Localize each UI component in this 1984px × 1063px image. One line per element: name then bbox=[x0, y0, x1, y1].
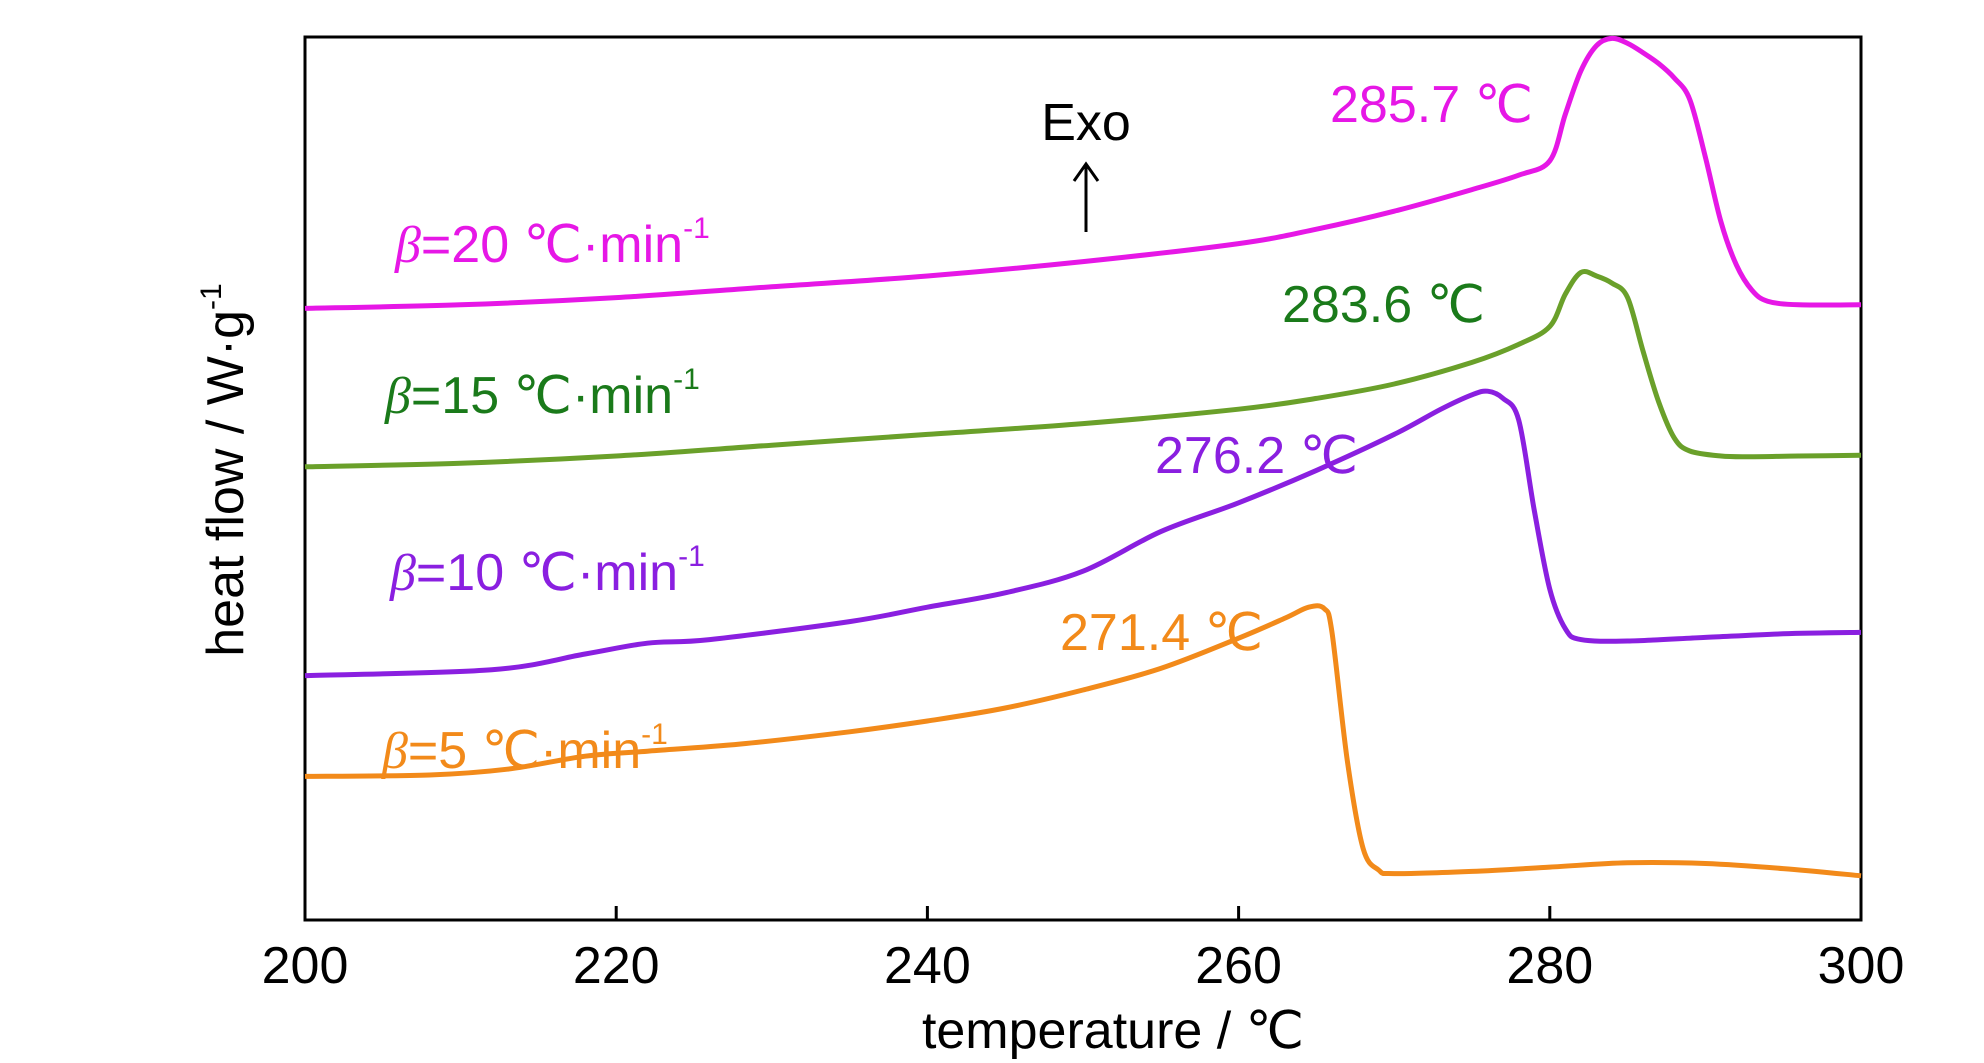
series-label-text: =15 ℃·min bbox=[411, 367, 673, 425]
series-label: β=10 ℃·min-1 bbox=[389, 540, 705, 602]
series-line bbox=[304, 603, 1862, 879]
x-tick-label: 240 bbox=[884, 937, 971, 995]
x-tick-label: 260 bbox=[1195, 937, 1282, 995]
peak-temperature-label: 276.2 ℃ bbox=[1155, 427, 1358, 485]
x-axis-title: temperature / ℃ bbox=[922, 1002, 1304, 1060]
x-tick-label: 300 bbox=[1818, 937, 1905, 995]
x-axis-ticks: 200 220 240 260 280 300 bbox=[262, 906, 1905, 995]
series-label-superscript: -1 bbox=[678, 540, 705, 573]
series-label: β=15 ℃·min-1 bbox=[384, 363, 700, 425]
x-tick-label: 220 bbox=[573, 937, 660, 995]
peak-temperature-label: 271.4 ℃ bbox=[1060, 604, 1263, 662]
series-label-superscript: -1 bbox=[673, 363, 700, 396]
peak-temperature-label: 283.6 ℃ bbox=[1282, 276, 1485, 334]
series-label-symbol: β bbox=[394, 217, 421, 274]
series-label-superscript: -1 bbox=[641, 718, 668, 751]
series-label-symbol: β bbox=[389, 545, 416, 602]
series-layer bbox=[304, 35, 1862, 879]
series-line bbox=[304, 388, 1862, 679]
exo-label: Exo bbox=[1041, 94, 1131, 152]
series-label-text: =5 ℃·min bbox=[408, 722, 641, 780]
series-label-text: =10 ℃·min bbox=[416, 544, 678, 602]
series-line bbox=[304, 35, 1862, 311]
series-label-text: =20 ℃·min bbox=[421, 216, 683, 274]
y-axis-title: heat flow / W·g-1 bbox=[195, 283, 255, 656]
series-line bbox=[304, 268, 1862, 470]
exo-arrow-icon bbox=[1072, 161, 1100, 232]
plot-frame bbox=[303, 35, 1863, 922]
y-axis-title-main: heat flow / W·g bbox=[197, 310, 255, 657]
series-label: β=5 ℃·min-1 bbox=[381, 718, 668, 780]
series-label-symbol: β bbox=[384, 368, 411, 425]
series-label-superscript: -1 bbox=[683, 212, 710, 245]
series-label: β=20 ℃·min-1 bbox=[394, 212, 710, 274]
peak-temperature-label: 285.7 ℃ bbox=[1330, 76, 1533, 134]
series-label-symbol: β bbox=[381, 723, 408, 780]
x-tick-label: 280 bbox=[1506, 937, 1593, 995]
y-axis-title-sup: -1 bbox=[195, 283, 228, 310]
x-tick-label: 200 bbox=[262, 937, 349, 995]
